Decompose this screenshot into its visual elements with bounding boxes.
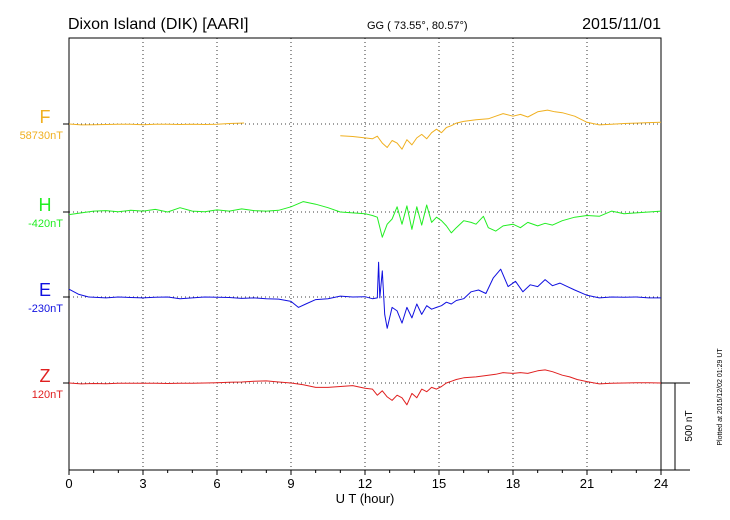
x-tick-label-9: 9 — [287, 476, 294, 491]
x-tick-label-18: 18 — [506, 476, 520, 491]
series-name-F: F — [40, 107, 51, 127]
series-labels: F 58730nT H -420nT E -230nT Z 120nT — [20, 107, 64, 401]
series-baseline-H: -420nT — [28, 218, 63, 230]
x-tick-label-6: 6 — [213, 476, 220, 491]
series-baseline-Z: 120nT — [32, 389, 63, 401]
x-axis-label: U T (hour) — [336, 491, 395, 506]
x-tick-label-12: 12 — [358, 476, 372, 491]
scale-bar: 500 nT — [661, 382, 695, 471]
station-title: Dixon Island (DIK) [AARI] — [68, 16, 249, 33]
x-axis-ticks: 0 3 6 9 12 15 18 21 24 — [65, 470, 668, 491]
series-baseline-E: -230nT — [28, 303, 63, 315]
series-name-E: E — [39, 280, 51, 300]
trace-layer — [68, 109, 662, 406]
x-tick-label-24: 24 — [654, 476, 668, 491]
station-coords: GG ( 73.55°, 80.57°) — [367, 20, 468, 32]
x-tick-label-3: 3 — [139, 476, 146, 491]
trace-E-segment-0 — [68, 261, 661, 329]
series-baseline-F: 58730nT — [20, 130, 64, 142]
trace-F-segment-0 — [68, 122, 245, 126]
series-name-Z: Z — [40, 366, 51, 386]
baselines — [63, 123, 661, 384]
trace-F-segment-1 — [340, 109, 662, 150]
scale-bar-label: 500 nT — [684, 410, 695, 441]
grid-lines — [142, 38, 588, 470]
plotted-timestamp: Plotted at 2015/12/02 01:29 UT — [717, 348, 724, 446]
series-name-H: H — [39, 195, 52, 215]
x-tick-label-21: 21 — [580, 476, 594, 491]
x-tick-label-0: 0 — [65, 476, 72, 491]
x-tick-label-15: 15 — [432, 476, 446, 491]
trace-Z-segment-0 — [68, 369, 662, 406]
plot-date: 2015/11/01 — [582, 16, 661, 33]
trace-H-segment-0 — [68, 201, 662, 238]
